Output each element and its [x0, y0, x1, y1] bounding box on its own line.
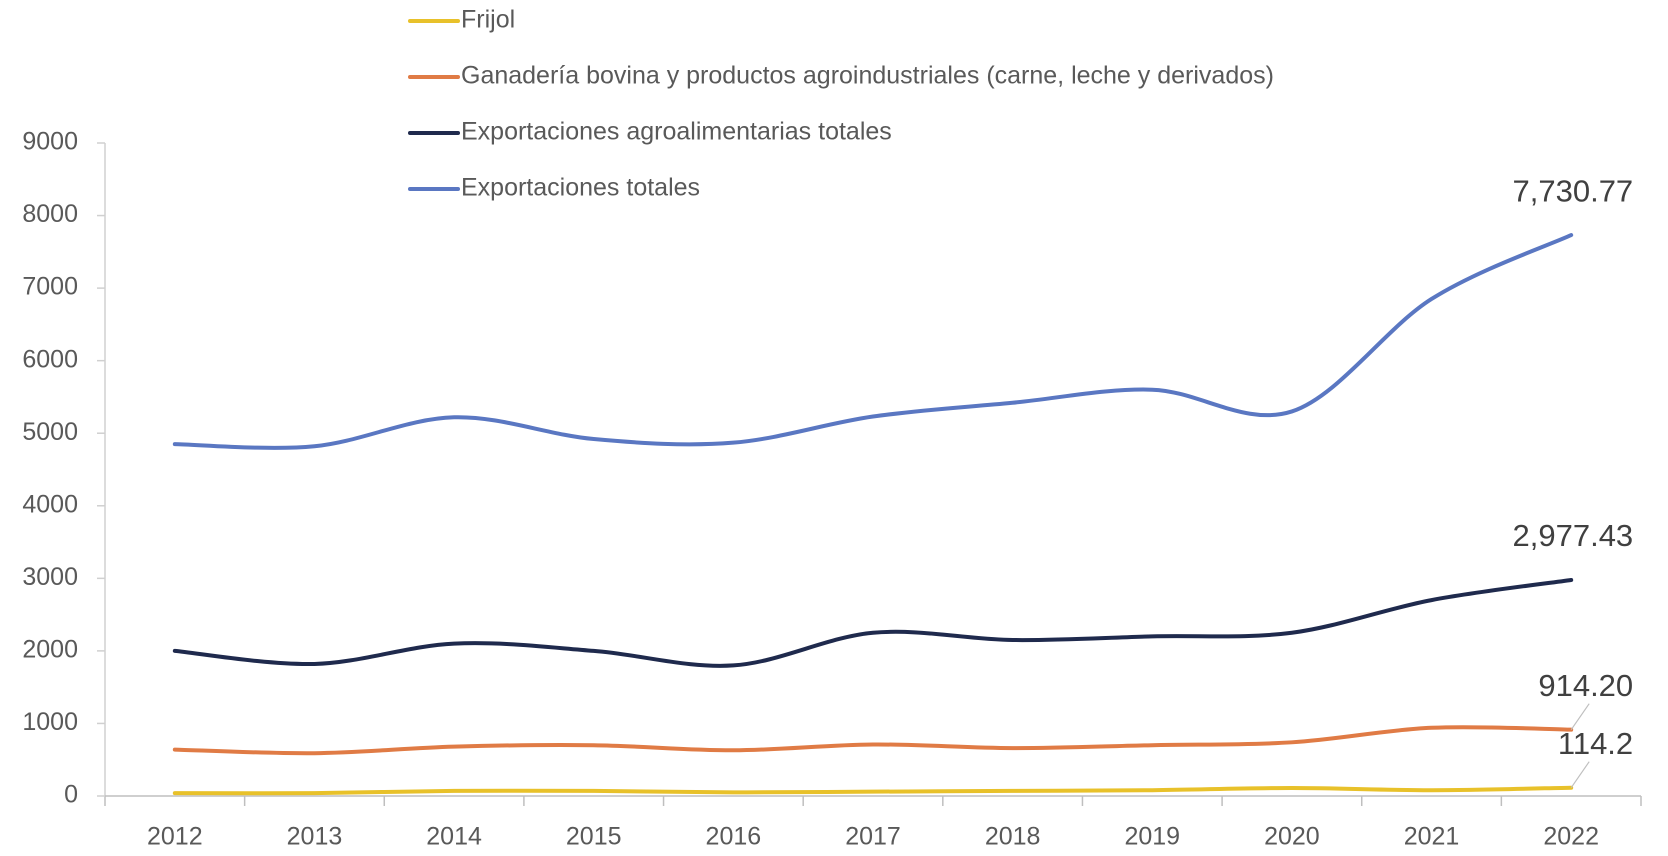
- x-tick-label: 2012: [147, 823, 203, 851]
- y-tick-label: 7000: [22, 273, 78, 301]
- series-line: [172, 577, 1574, 668]
- y-tick-label: 2000: [22, 635, 78, 663]
- x-tick-label: 2018: [985, 823, 1041, 851]
- legend-label: Exportaciones totales: [461, 174, 700, 202]
- x-tick-label: 2016: [706, 823, 762, 851]
- x-tick-label: 2019: [1124, 823, 1180, 851]
- value-label: 7,730.77: [1513, 173, 1634, 208]
- series-line: [172, 233, 1574, 450]
- legend-label: Exportaciones agroalimentarias totales: [461, 118, 892, 146]
- y-tick-label: 9000: [22, 128, 78, 156]
- y-tick-label: 6000: [22, 345, 78, 373]
- x-tick-label: 2014: [426, 823, 482, 851]
- series-line: [172, 785, 1574, 796]
- x-tick-label: 2020: [1264, 823, 1320, 851]
- y-tick-label: 0: [64, 781, 78, 809]
- x-tick-label: 2017: [845, 823, 901, 851]
- legend-label: Frijol: [461, 6, 515, 34]
- series-line: [172, 725, 1574, 756]
- leader-line: [1570, 761, 1590, 789]
- x-tick-label: 2013: [287, 823, 343, 851]
- y-tick-label: 5000: [22, 418, 78, 446]
- x-tick-label: 2021: [1404, 823, 1460, 851]
- x-tick-label: 2022: [1543, 823, 1599, 851]
- y-tick-label: 3000: [22, 563, 78, 591]
- leader-line: [1570, 703, 1590, 731]
- legend-label: Ganadería bovina y productos agroindustr…: [461, 62, 1274, 90]
- y-tick-label: 4000: [22, 490, 78, 518]
- y-tick-label: 8000: [22, 200, 78, 228]
- x-tick-label: 2015: [566, 823, 622, 851]
- value-label: 114.2: [1558, 726, 1633, 761]
- y-tick-label: 1000: [22, 708, 78, 736]
- value-label: 2,977.43: [1513, 518, 1634, 553]
- value-label: 914.20: [1538, 668, 1633, 703]
